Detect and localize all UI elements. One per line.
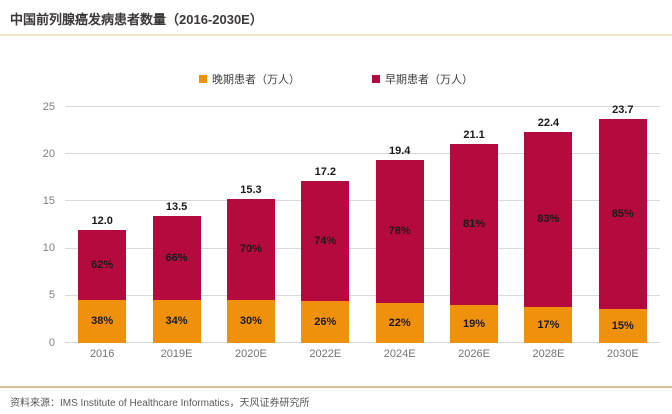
legend-swatch-icon [199,75,207,83]
bar-total-label: 23.7 [612,104,634,117]
gridline: 15 [43,195,660,207]
bar-segment-early: 62% [78,229,127,300]
bar-2020E: 15.3 70% 30% [226,184,275,343]
x-axis-label: 2020E [235,348,267,360]
bar-segment-early: 70% [226,198,275,300]
chart-title: 中国前列腺癌发病患者数量（2016-2030E） [10,12,263,27]
y-axis-tick: 5 [48,289,55,302]
x-axis-label: 2028E [532,348,565,360]
bar-segment-late: 26% [301,300,350,343]
legend-swatch-icon [372,75,380,83]
legend-label: 晚期患者（万人） [212,74,300,86]
gridline: 20 [43,148,660,160]
bottom-divider [0,386,672,388]
source-note: 资料来源：IMS Institute of Healthcare Informa… [10,398,310,409]
bar-2019E: 13.5 66% 34% [152,201,201,343]
bar-segment-early: 78% [375,159,424,303]
bar-total-label: 22.4 [537,116,560,129]
x-axis-label: 2016 [89,348,115,360]
bar-total-label: 17.2 [314,165,337,178]
bar-segment-late: 15% [598,309,647,343]
x-axis-label: 2026E [458,348,490,360]
bar-segment-early: 66% [152,215,201,300]
gridline: 5 [49,289,660,301]
bar-segment-early: 74% [301,180,350,301]
x-axis-labels: 2016 2019E 2020E 2022E 2024E 2026E 2028E 2030E [65,348,660,360]
bar-segment-late: 38% [78,299,127,343]
bar-2026E: 21.1 81% 19% [450,129,499,343]
bar-segment-early: 81% [450,143,499,306]
y-axis-tick: 0 [48,336,55,349]
bar-total-label: 15.3 [240,183,262,196]
bar-segment-early: 83% [524,131,573,308]
bar-segment-late: 30% [226,299,275,343]
bar-segment-late: 17% [524,307,573,343]
bars: 12.0 62% 38% 13.5 66% 34% 15.3 70% 30% 17.2 74% 26%… [65,104,660,343]
plot-area: 25 20 15 10 5 0 12.0 62% 38% 13.5 66% 34% 15.3 70% 30… [43,101,660,349]
bar-2016: 12.0 62% 38% [78,215,127,343]
x-axis-label: 2022E [309,348,342,360]
bar-segment-late: 34% [152,299,201,343]
y-axis-tick: 15 [42,194,55,207]
top-divider [0,34,672,36]
bar-segment-late: 19% [450,305,499,343]
y-axis-tick: 10 [42,242,55,255]
bar-total-label: 12.0 [91,214,113,227]
bar-segment-early: 85% [598,119,647,310]
x-axis-label: 2024E [383,348,416,360]
bar-total-label: 13.5 [165,200,188,213]
y-axis-tick: 20 [42,147,55,160]
bar-total-label: 19.4 [388,144,411,157]
gridline: 25 [43,101,660,113]
legend-item: 晚期患者（万人） [199,71,300,87]
y-axis-tick: 25 [42,100,55,113]
legend-label: 早期患者（万人） [385,74,473,86]
bar-2024E: 19.4 78% 22% [375,145,424,343]
bar-2028E: 22.4 83% 17% [524,117,573,343]
bar-total-label: 21.1 [463,128,485,141]
gridline: 10 [43,242,660,254]
bar-segment-late: 22% [375,302,424,343]
legend-item: 早期患者（万人） [372,71,473,87]
bar-2030E: 23.7 85% 15% [598,104,647,343]
gridline: 0 [49,337,660,349]
bar-2022E: 17.2 74% 26% [301,166,350,343]
legend: 晚期患者（万人） 早期患者（万人） [0,71,672,87]
x-axis-label: 2019E [160,348,193,360]
x-axis-label: 2030E [606,348,639,360]
